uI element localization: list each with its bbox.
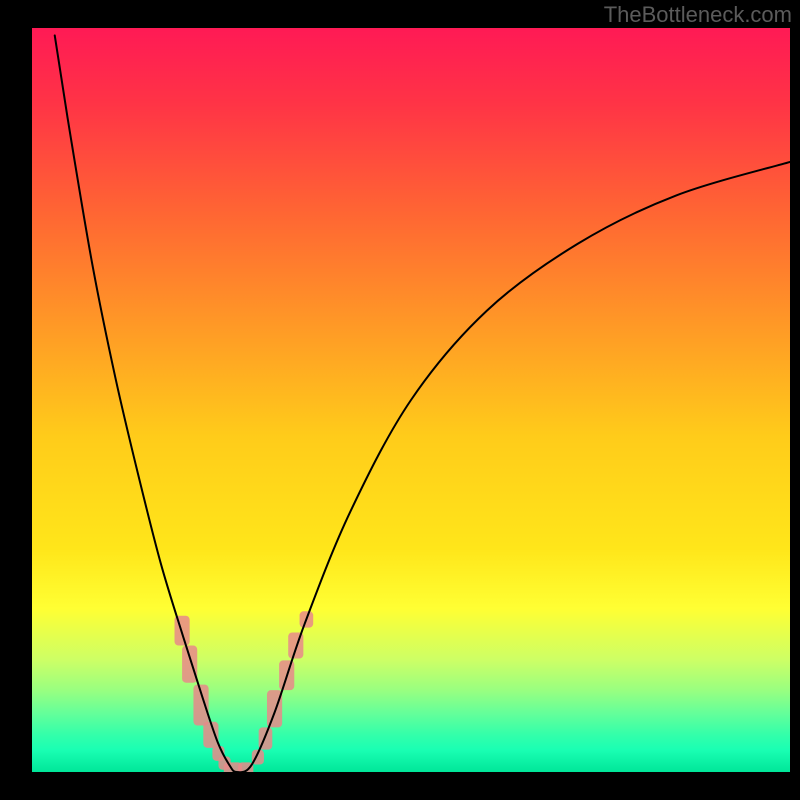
marker [182,646,197,683]
bottleneck-curve [55,35,790,772]
markers-group [175,611,314,772]
chart-frame: TheBottleneck.com [0,0,800,800]
watermark-text: TheBottleneck.com [604,2,792,28]
plot-area [32,28,790,772]
curve-layer [32,28,790,772]
